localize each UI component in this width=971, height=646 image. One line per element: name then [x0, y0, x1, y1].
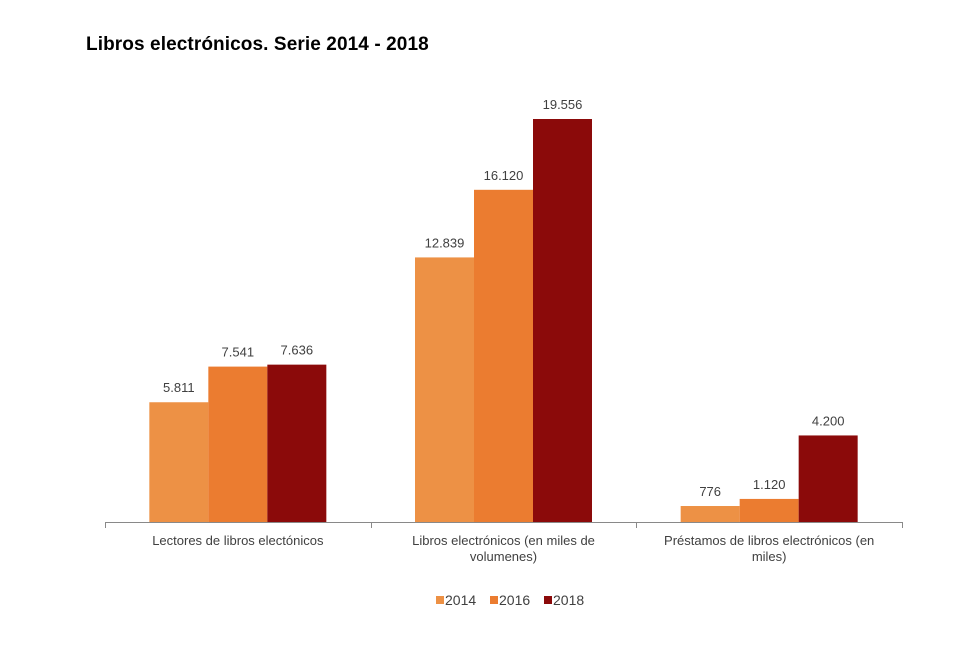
- data-label: 19.556: [543, 97, 583, 112]
- category-label: Libros electrónicos (en miles de: [412, 533, 595, 548]
- legend-swatch-2016: [490, 596, 498, 604]
- data-label: 16.120: [484, 168, 524, 183]
- bar-2014-cat1: [415, 257, 474, 522]
- bar-2018-cat1: [533, 119, 592, 522]
- data-label: 5.811: [163, 380, 195, 395]
- bar-2016-cat2: [739, 498, 799, 522]
- bar-2016-cat1: [474, 189, 533, 523]
- legend-label-2018: 2018: [553, 592, 584, 608]
- data-label: 12.839: [425, 235, 465, 250]
- category-label: Lectores de libros electónicos: [152, 533, 324, 548]
- bar-2018-cat2: [798, 435, 858, 522]
- bar-2014-cat2: [680, 506, 740, 522]
- legend-swatch-2014: [436, 596, 444, 604]
- bar-2016-cat0: [208, 366, 268, 522]
- data-label: 1.120: [753, 477, 786, 492]
- category-label: Préstamos de libros electrónicos (en: [664, 533, 874, 548]
- bar-2018-cat0: [267, 364, 327, 522]
- category-label: volumenes): [470, 549, 537, 564]
- category-label: miles): [752, 549, 787, 564]
- chart-title: Libros electrónicos. Serie 2014 - 2018: [86, 34, 429, 55]
- legend-swatch-2018: [544, 596, 552, 604]
- data-label: 4.200: [812, 413, 845, 428]
- legend-label-2016: 2016: [499, 592, 530, 608]
- data-label: 7.636: [281, 343, 314, 358]
- legend-label-2014: 2014: [445, 592, 476, 608]
- data-label: 7.541: [222, 345, 255, 360]
- bar-2014-cat0: [149, 402, 209, 522]
- data-label: 776: [699, 484, 721, 499]
